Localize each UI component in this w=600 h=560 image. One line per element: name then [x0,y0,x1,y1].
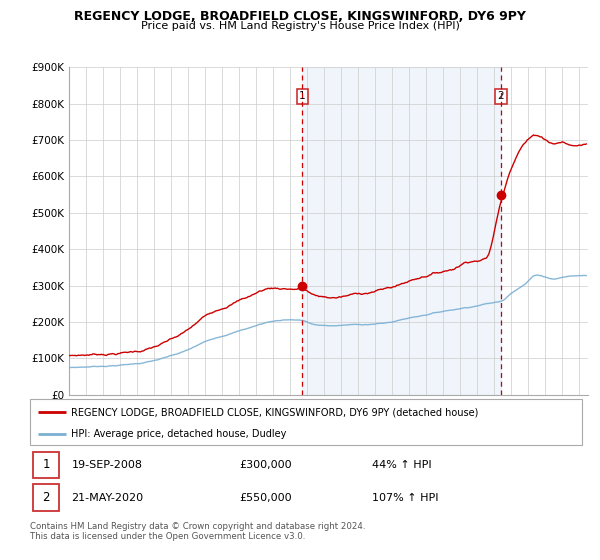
Text: 107% ↑ HPI: 107% ↑ HPI [372,493,439,503]
Bar [302,67,501,395]
Text: Price paid vs. HM Land Registry's House Price Index (HPI): Price paid vs. HM Land Registry's House … [140,21,460,31]
FancyBboxPatch shape [33,451,59,478]
FancyBboxPatch shape [33,484,59,511]
Text: 2: 2 [497,91,504,101]
Text: £300,000: £300,000 [240,460,292,470]
Text: 44% ↑ HPI: 44% ↑ HPI [372,460,432,470]
Text: £550,000: £550,000 [240,493,292,503]
Text: 1: 1 [42,458,50,472]
Text: Contains HM Land Registry data © Crown copyright and database right 2024.
This d: Contains HM Land Registry data © Crown c… [30,522,365,542]
Text: 19-SEP-2008: 19-SEP-2008 [71,460,142,470]
FancyBboxPatch shape [30,399,582,445]
Text: 2: 2 [42,491,50,504]
Text: 1: 1 [299,91,306,101]
Text: HPI: Average price, detached house, Dudley: HPI: Average price, detached house, Dudl… [71,429,287,438]
Text: REGENCY LODGE, BROADFIELD CLOSE, KINGSWINFORD, DY6 9PY: REGENCY LODGE, BROADFIELD CLOSE, KINGSWI… [74,10,526,23]
Text: REGENCY LODGE, BROADFIELD CLOSE, KINGSWINFORD, DY6 9PY (detached house): REGENCY LODGE, BROADFIELD CLOSE, KINGSWI… [71,407,479,417]
Text: 21-MAY-2020: 21-MAY-2020 [71,493,143,503]
